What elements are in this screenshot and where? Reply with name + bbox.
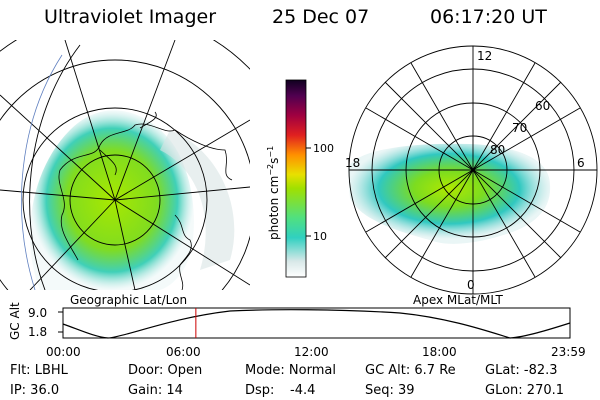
colorbar-unit-mid: s (267, 158, 281, 164)
seq-info: Seq: 39 (365, 383, 415, 398)
glat-info: GLat: -82.3 (485, 363, 558, 378)
colorbar-unit-prefix: photon cm (267, 176, 281, 240)
gain-info: Gain: 14 (128, 383, 183, 398)
geo-lat-circle-3 (0, 59, 250, 290)
instrument-title: Ultraviolet Imager (44, 6, 217, 28)
apex-lat-label-80: 80 (490, 143, 505, 157)
dsp-label: Dsp: (245, 383, 275, 398)
door-info: Door: Open (128, 363, 203, 378)
colorbar-unit-exp2: −1 (266, 146, 275, 158)
altitude-ytick-9: 9.0 (28, 306, 47, 320)
geo-limb-edge (21, 54, 63, 290)
filter-info: Flt: LBHL (10, 363, 68, 378)
apex-mlt-label-18: 18 (345, 156, 360, 170)
time-label: 06:17:20 UT (430, 6, 547, 28)
geo-coastline (58, 111, 233, 290)
colorbar-unit-label: photon cm−2s−1 (266, 146, 281, 240)
altitude-curve (62, 309, 571, 339)
glon-info: GLon: 270.1 (485, 383, 565, 398)
altitude-xtick-0600: 06:00 (166, 345, 201, 359)
altitude-xtick-1800: 18:00 (422, 345, 457, 359)
altitude-xtick-0000: 00:00 (46, 345, 81, 359)
altitude-ylabel: GC Alt (8, 302, 22, 340)
apex-mlt-spokes (349, 46, 597, 294)
geo-aurora-haze (160, 130, 235, 270)
altitude-ytick-1-8: 1.8 (28, 325, 47, 339)
apex-lat-label-70: 70 (512, 121, 527, 135)
apex-mlt-label-12: 12 (477, 49, 492, 63)
apex-mlt-label-0: 0 (467, 278, 475, 292)
dsp-value: -4.4 (290, 383, 316, 398)
apex-lat-label-60: 60 (535, 99, 550, 113)
geo-panel-caption: Geographic Lat/Lon (70, 293, 187, 307)
colorbar-tick-label-10: 10 (313, 230, 327, 243)
colorbar (285, 79, 307, 278)
geo-longitude-lines (0, 40, 250, 290)
apex-polar-panel: 12 18 6 0 60 70 80 (345, 45, 598, 295)
mode-info: Mode: Normal (245, 363, 336, 378)
apex-mlt-label-6: 6 (577, 156, 585, 170)
colorbar-tick-label-100: 100 (313, 142, 334, 155)
geo-map-panel (0, 40, 250, 290)
ip-info: IP: 36.0 (10, 383, 60, 398)
geo-limb (29, 44, 81, 290)
apex-panel-caption: Apex MLat/MLT (413, 293, 503, 307)
gc-alt-info: GC Alt: 6.7 Re (365, 363, 456, 378)
altitude-xtick-1200: 12:00 (294, 345, 329, 359)
geo-lat-circle-2 (22, 107, 208, 290)
geo-lat-circle-1 (69, 154, 161, 246)
altitude-xtick-2359: 23:59 (551, 345, 586, 359)
colorbar-unit-exp1: −2 (266, 164, 275, 176)
date-label: 25 Dec 07 (272, 6, 370, 28)
